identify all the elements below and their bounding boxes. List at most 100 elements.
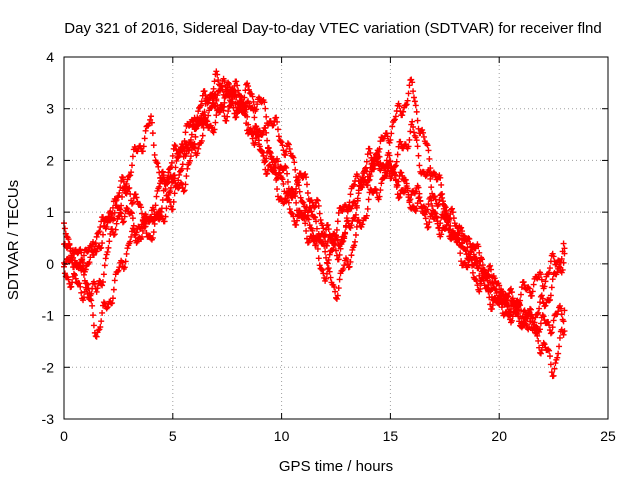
data-point: [340, 238, 347, 245]
data-point: [542, 278, 549, 285]
data-point: [154, 160, 161, 167]
data-point: [96, 228, 103, 235]
data-point: [449, 205, 456, 212]
data-point: [300, 199, 307, 206]
data-point: [97, 324, 104, 331]
data-point: [346, 199, 353, 206]
data-point: [107, 217, 114, 224]
data-point: [293, 221, 300, 228]
data-point: [153, 193, 160, 200]
data-point: [118, 210, 125, 217]
data-point: [110, 286, 117, 293]
data-point: [121, 264, 128, 271]
data-point: [509, 295, 516, 302]
data-point: [352, 211, 359, 218]
data-point: [186, 122, 193, 129]
data-point: [88, 297, 95, 304]
data-point: [151, 220, 158, 227]
data-point: [263, 113, 270, 120]
data-point: [555, 350, 562, 357]
data-point: [334, 292, 341, 299]
data-point: [323, 275, 330, 282]
data-point: [119, 174, 126, 181]
data-point: [466, 235, 473, 242]
data-point: [225, 87, 232, 94]
data-point: [271, 158, 278, 165]
data-point: [361, 168, 368, 175]
data-point: [428, 184, 435, 191]
data-point: [234, 109, 241, 116]
data-point: [488, 279, 495, 286]
data-point: [245, 83, 252, 90]
data-point: [473, 278, 480, 285]
data-point: [334, 218, 341, 225]
data-point: [406, 82, 413, 89]
data-point: [303, 181, 310, 188]
series-track-d: [61, 76, 568, 309]
data-point: [358, 179, 365, 186]
data-point: [61, 270, 68, 277]
data-point: [384, 162, 391, 169]
data-point: [275, 170, 282, 177]
data-point: [534, 275, 541, 282]
data-point: [335, 285, 342, 292]
data-point: [517, 291, 524, 298]
data-point: [123, 250, 130, 257]
data-point: [109, 295, 116, 302]
data-point: [99, 282, 106, 289]
data-point: [213, 96, 220, 103]
data-point: [288, 210, 295, 217]
data-point: [138, 221, 145, 228]
data-point: [395, 195, 402, 202]
data-point: [135, 146, 142, 153]
y-tick-label: -1: [42, 308, 55, 324]
axis-ticks: 0 5 10 15 20 25 -3 -2 -1 0 1 2 3 4: [42, 49, 616, 444]
y-tick-label: 0: [46, 256, 54, 272]
data-point: [97, 224, 104, 231]
x-tick-label: 15: [383, 428, 399, 444]
data-point: [475, 265, 482, 272]
data-point: [485, 282, 492, 289]
data-point: [207, 104, 214, 111]
data-point: [70, 250, 77, 257]
data-point: [448, 233, 455, 240]
data-point: [162, 180, 169, 187]
data-point: [201, 88, 208, 95]
data-point: [299, 198, 306, 205]
data-point: [420, 133, 427, 140]
data-point: [467, 240, 474, 247]
data-point: [416, 162, 423, 169]
data-point: [129, 210, 135, 217]
data-point: [104, 248, 111, 255]
data-point: [282, 152, 289, 159]
data-point: [113, 220, 120, 227]
data-point: [315, 202, 322, 209]
data-point: [89, 302, 96, 309]
data-point: [286, 206, 293, 213]
data-point: [315, 255, 322, 262]
data-point: [435, 201, 442, 208]
data-point: [560, 318, 567, 325]
data-point: [489, 302, 496, 309]
data-point: [233, 114, 240, 121]
data-point: [547, 330, 554, 337]
data-point: [426, 155, 433, 162]
data-point: [302, 171, 309, 178]
data-point: [561, 307, 568, 314]
data-point: [484, 277, 491, 284]
data-point: [168, 159, 175, 166]
data-point: [541, 283, 548, 290]
data-point: [65, 236, 72, 243]
data-point: [403, 101, 410, 108]
data-point: [400, 108, 407, 115]
data-point: [413, 108, 420, 115]
data-point: [259, 131, 266, 138]
data-point: [138, 233, 145, 240]
data-point: [538, 292, 545, 299]
data-point: [151, 151, 158, 158]
data-point: [529, 288, 536, 295]
data-point: [542, 302, 549, 309]
data-point: [403, 180, 410, 187]
data-point: [90, 312, 97, 319]
data-point: [335, 256, 342, 263]
